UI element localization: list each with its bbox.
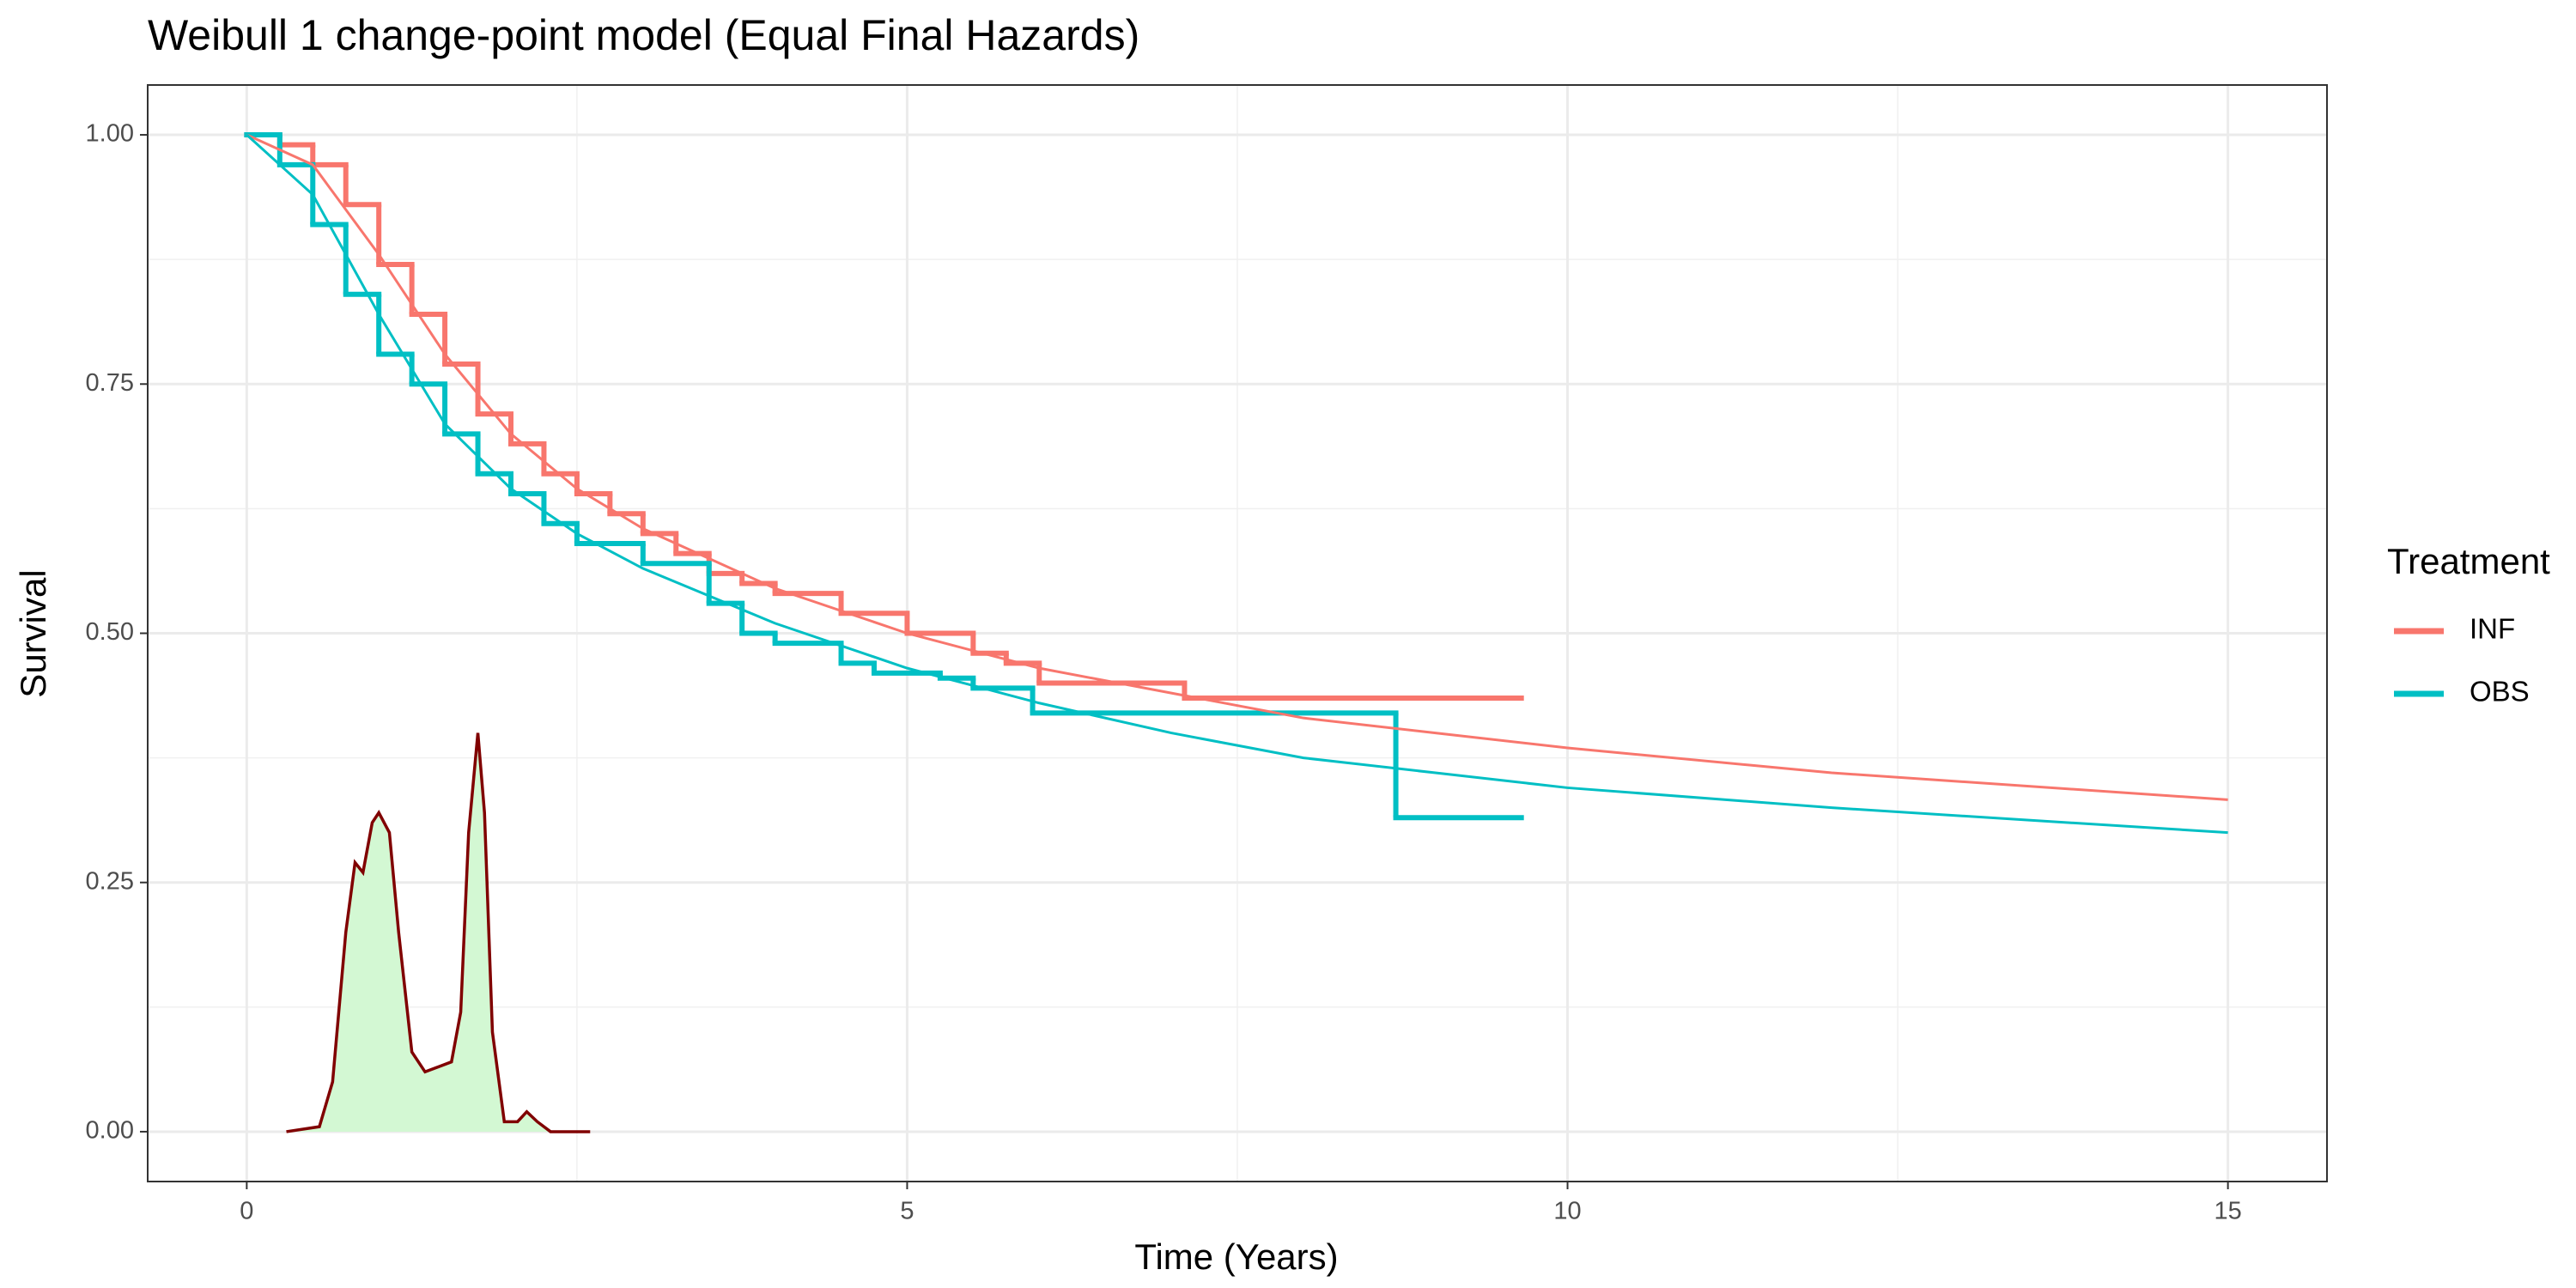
legend-label: OBS: [2470, 676, 2530, 708]
x-tick-label: 10: [1553, 1198, 1581, 1225]
y-tick-label: 1.00: [86, 120, 134, 148]
x-tick-label: 0: [240, 1198, 253, 1225]
legend-label: INF: [2470, 613, 2515, 645]
fitted-curve: [246, 133, 2228, 835]
x-tick-label: 15: [2215, 1198, 2242, 1225]
density-line: [286, 732, 591, 1133]
x-axis-label: Time (Years): [1134, 1236, 1338, 1277]
plot-border: [147, 84, 2328, 1182]
x-tick-label: 5: [900, 1198, 914, 1225]
chart-title: Weibull 1 change-point model (Equal Fina…: [148, 11, 1139, 59]
y-tick-label: 0.00: [86, 1117, 134, 1145]
fitted-curve: [246, 133, 2228, 801]
legend-title: Treatment: [2387, 541, 2550, 581]
y-tick-label: 0.25: [86, 867, 134, 895]
y-axis-label: Survival: [13, 569, 53, 697]
density-area: [286, 732, 591, 1132]
y-tick-label: 0.50: [86, 618, 134, 646]
y-tick-label: 0.75: [86, 369, 134, 397]
